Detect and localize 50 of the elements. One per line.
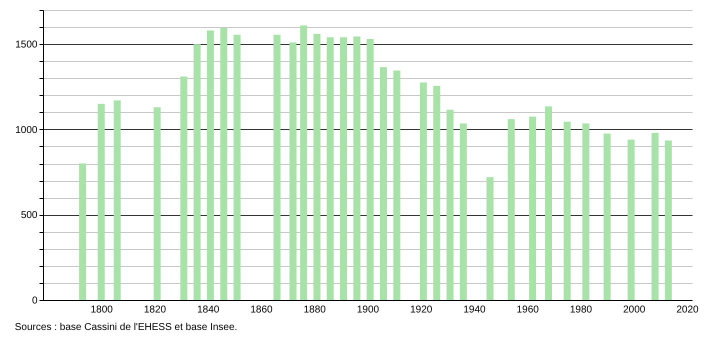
- bar: [180, 76, 188, 300]
- bar: [433, 86, 440, 300]
- y-tick-label: 1000: [15, 124, 38, 136]
- y-tick-label: 500: [20, 210, 38, 222]
- bar: [220, 28, 228, 300]
- bar: [300, 25, 308, 300]
- x-tick-label: 1880: [304, 304, 326, 316]
- x-tick-label: 1820: [144, 304, 167, 316]
- bar: [652, 132, 659, 300]
- y-tick-label: 0: [32, 296, 38, 306]
- bar: [529, 116, 536, 300]
- bar: [420, 82, 427, 300]
- bar: [340, 37, 348, 300]
- x-tick-label: 1800: [90, 304, 114, 316]
- bar: [98, 104, 105, 300]
- bar: [326, 37, 334, 300]
- bar: [114, 100, 121, 300]
- bar: [564, 122, 571, 300]
- bar: [273, 34, 280, 300]
- x-tick-label: 2000: [623, 304, 646, 316]
- x-tick-label: 2020: [676, 304, 700, 316]
- bar: [582, 123, 590, 300]
- x-tick-label: 1840: [197, 304, 220, 316]
- bar: [508, 119, 515, 300]
- x-tick-label: 1980: [570, 304, 593, 316]
- x-tick-label: 1960: [516, 304, 540, 316]
- y-tick-label: 1500: [15, 40, 38, 51]
- bar: [486, 177, 494, 300]
- bar: [206, 30, 214, 300]
- source-note: Sources : base Cassini de l'EHESS et base Insee.: [14, 322, 238, 333]
- bar: [234, 34, 241, 300]
- bar: [154, 107, 161, 300]
- bar: [353, 36, 360, 300]
- bar: [604, 134, 611, 300]
- bar: [194, 44, 201, 300]
- x-tick-label: 1860: [250, 304, 274, 316]
- bar: [446, 110, 454, 300]
- bar: [79, 164, 86, 300]
- bar: [393, 70, 400, 300]
- bar: [366, 39, 374, 300]
- x-tick-label: 1920: [410, 304, 433, 316]
- x-tick-label: 1940: [463, 304, 486, 316]
- bar: [664, 140, 672, 300]
- bar: [289, 42, 296, 300]
- bar: [380, 67, 387, 300]
- bar: [545, 106, 552, 300]
- bar: [628, 140, 635, 300]
- bar: [460, 123, 467, 300]
- bar: [313, 34, 320, 300]
- x-tick-label: 1900: [356, 304, 380, 316]
